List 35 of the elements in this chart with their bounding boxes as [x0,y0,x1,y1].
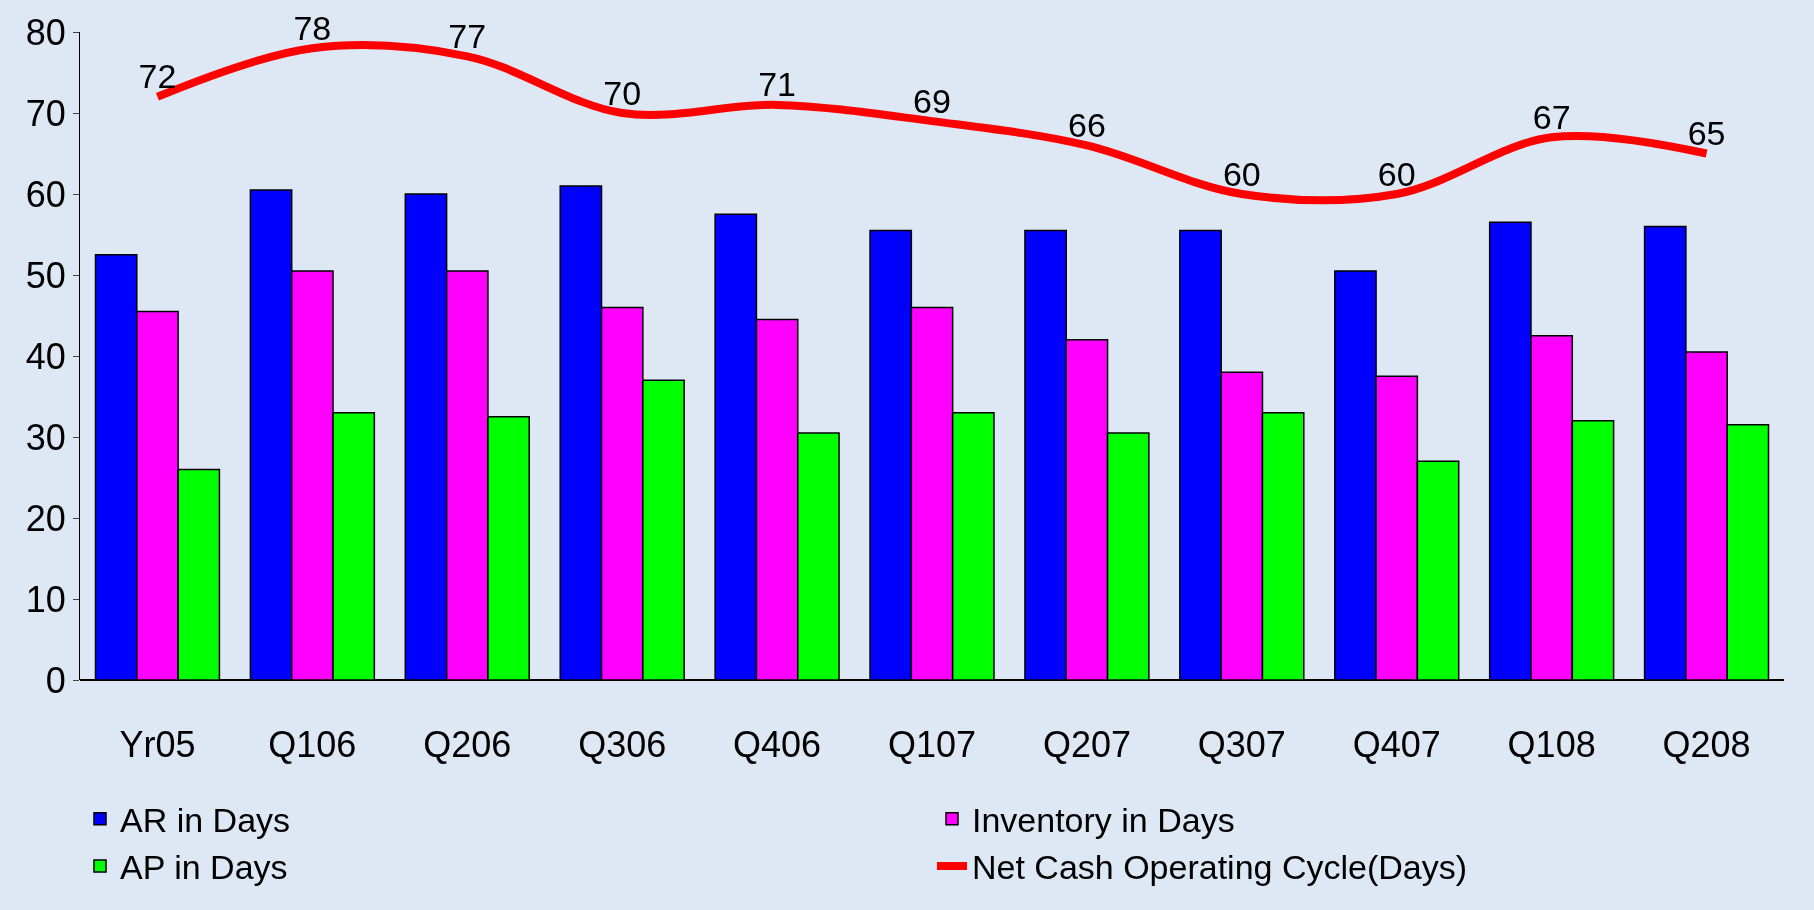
legend-label: Inventory in Days [972,801,1235,840]
data-label: 77 [448,16,487,55]
data-label: 71 [758,65,796,104]
y-tick-label: 70 [25,92,66,134]
y-tick-label: 40 [25,335,66,377]
data-label: 72 [138,57,177,96]
data-label: 60 [1222,154,1261,193]
data-label: 65 [1687,114,1726,152]
y-tick-label: 10 [25,578,66,620]
x-tick-label: Q206 [423,724,512,765]
y-tick-label: 80 [25,11,66,53]
x-tick-label: Q407 [1352,724,1441,765]
y-tick-label: 60 [25,173,66,215]
x-tick-label: Q106 [268,724,357,765]
x-tick-label: Q307 [1197,724,1286,765]
legend-label: AR in Days [120,801,291,840]
x-tick-label: Q207 [1042,724,1131,765]
y-tick-label: 50 [25,254,66,296]
x-tick-label: Q107 [887,724,977,765]
data-label: 70 [603,73,642,112]
x-tick-label: Q406 [733,724,822,765]
x-tick-label: Yr05 [119,724,196,765]
data-label: 60 [1377,154,1416,193]
y-tick-label: 0 [45,659,66,701]
y-tick-label: 30 [25,416,66,458]
data-label: 67 [1532,97,1571,136]
data-label: 69 [913,81,951,120]
legend-label: Net Cash Operating Cycle(Days) [972,848,1468,887]
x-tick-label: Q306 [578,724,667,765]
data-label: 66 [1068,105,1106,144]
legend-label: AP in Days [120,848,288,887]
x-tick-label: Q108 [1507,724,1596,765]
y-tick-label: 20 [25,497,66,539]
x-tick-label: Q208 [1662,724,1751,765]
data-label: 78 [293,8,332,47]
